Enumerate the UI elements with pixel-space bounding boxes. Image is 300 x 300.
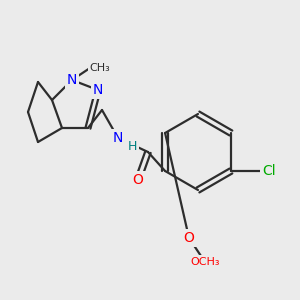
Text: O: O xyxy=(184,231,194,245)
Text: N: N xyxy=(113,131,123,145)
Text: H: H xyxy=(127,140,137,152)
Text: CH₃: CH₃ xyxy=(90,63,110,73)
Text: OCH₃: OCH₃ xyxy=(190,257,220,267)
Text: N: N xyxy=(93,83,103,97)
Text: O: O xyxy=(133,173,143,187)
Text: N: N xyxy=(67,73,77,87)
Text: Cl: Cl xyxy=(262,164,276,178)
